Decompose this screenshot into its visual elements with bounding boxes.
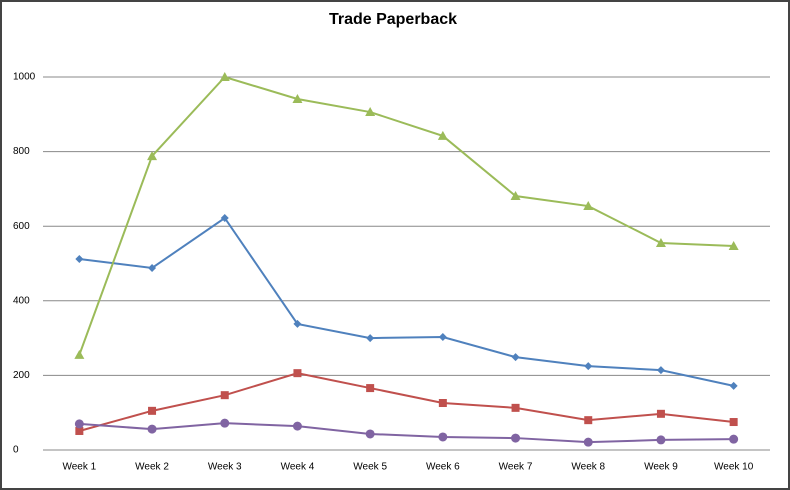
point xyxy=(148,406,157,415)
x-tick-label: Week 10 xyxy=(714,462,754,473)
point xyxy=(438,432,448,442)
point xyxy=(220,418,230,428)
point xyxy=(511,433,521,443)
point xyxy=(220,213,229,222)
point xyxy=(365,107,376,117)
x-tick-label: Week 5 xyxy=(353,462,387,473)
point xyxy=(729,418,738,427)
y-tick-label: 600 xyxy=(13,221,30,232)
series-line xyxy=(79,422,734,444)
point xyxy=(75,426,84,435)
x-tick-label: Week 1 xyxy=(62,462,96,473)
point xyxy=(656,409,665,418)
series-line xyxy=(79,216,734,387)
x-tick-label: Week 7 xyxy=(499,462,533,473)
point xyxy=(292,421,302,431)
point xyxy=(365,429,375,439)
x-tick-label: Week 9 xyxy=(644,462,678,473)
series-line xyxy=(78,75,734,356)
point xyxy=(729,381,738,390)
point xyxy=(74,419,84,429)
y-tick-label: 0 xyxy=(13,445,19,456)
x-tick-label: Week 3 xyxy=(208,462,242,473)
y-tick-label: 1000 xyxy=(13,72,36,83)
point xyxy=(438,332,447,341)
point xyxy=(438,399,447,408)
point xyxy=(583,201,594,211)
point xyxy=(293,369,302,378)
series-line xyxy=(79,372,734,432)
point xyxy=(728,240,739,250)
point xyxy=(584,362,593,371)
point xyxy=(511,353,520,362)
point xyxy=(219,72,230,81)
point xyxy=(75,255,84,264)
point xyxy=(656,366,665,375)
point xyxy=(147,424,157,434)
point xyxy=(583,437,593,447)
point xyxy=(366,384,375,393)
x-tick-label: Week 2 xyxy=(135,462,169,473)
x-tick-label: Week 8 xyxy=(571,462,605,473)
point xyxy=(293,319,302,328)
point xyxy=(729,434,739,444)
point xyxy=(437,130,448,140)
point xyxy=(292,94,303,104)
point xyxy=(366,334,375,343)
y-tick-label: 400 xyxy=(13,295,30,306)
x-tick-label: Week 6 xyxy=(426,462,460,473)
y-tick-label: 800 xyxy=(13,146,30,157)
x-tick-label: Week 4 xyxy=(281,462,315,473)
chart-title: Trade Paperback xyxy=(329,11,457,28)
point xyxy=(584,416,593,425)
point xyxy=(655,237,666,247)
point xyxy=(510,190,521,200)
point xyxy=(220,391,229,400)
point xyxy=(147,151,158,161)
point xyxy=(656,435,666,445)
y-tick-label: 200 xyxy=(13,370,30,381)
point xyxy=(74,349,85,359)
point xyxy=(148,263,157,272)
point xyxy=(511,403,520,412)
